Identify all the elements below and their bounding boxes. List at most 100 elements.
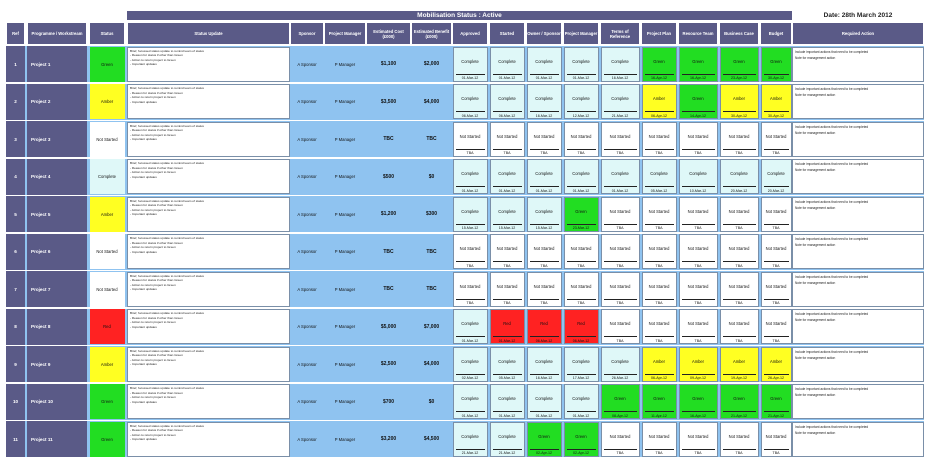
milestone-cell: Complete 06-Mar-12 [489,84,525,120]
required-action-box[interactable]: Include important actions that need to b… [792,121,924,157]
status-update-line: - Action to return project to Green [130,95,176,100]
project-name[interactable]: Project 2 [27,83,87,120]
milestone-date: 01-Mar-12 [535,188,553,193]
milestone-cell: Not Started TBA [760,309,792,345]
required-action-box[interactable]: Include important actions that need to b… [792,159,924,195]
milestone-cell: Complete 06-Mar-12 [452,84,488,120]
status-update-line: Brief, focussed status update to remind … [130,161,204,165]
estimated-cost-cell: $3,200 [380,436,397,443]
status-update-line: - Reason for status if other than Green [130,353,183,358]
sponsor-cell: A Sponsor [297,211,317,217]
required-action-box[interactable]: Include important actions that need to b… [792,346,924,382]
milestone-divider [644,111,674,113]
project-name[interactable]: Project 7 [27,271,87,308]
project-name[interactable]: Project 11 [27,421,87,457]
milestone-date: 20-Mar-12 [767,188,785,193]
milestone-date: 21-Mar-12 [498,451,516,456]
milestone-cell: Amber 30-Apr-12 [719,84,759,120]
milestone-status: Not Started [687,246,709,252]
status-update-box[interactable]: Brief, focussed status update to remind … [127,121,290,157]
milestone-cell: Not Started TBA [678,196,718,232]
status-update-box[interactable]: Brief, focussed status update to remind … [127,84,290,120]
sponsor-cell: A Sponsor [297,399,317,405]
required-action-box[interactable]: Include important actions that need to b… [792,421,924,457]
milestone-date: 01-Mar-12 [535,76,553,81]
milestone-divider [722,148,756,150]
required-action-box[interactable]: Include important actions that need to b… [792,46,924,82]
project-name[interactable]: Project 3 [27,121,87,158]
milestone-cell: Red 01-Mar-12 [489,309,525,345]
status-update-box[interactable]: Brief, focussed status update to remind … [127,384,290,420]
required-action-box[interactable]: Include important actions that need to b… [792,309,924,345]
milestone-divider [644,336,674,338]
row-ref: 3 [6,121,25,158]
milestone-status: Complete [498,433,516,439]
milestone-status: Not Started [570,283,592,289]
milestone-date: 01-Mar-12 [461,76,479,81]
milestone-status: Complete [572,358,590,364]
status-update-box[interactable]: Brief, focussed status update to remind … [127,159,290,195]
estimated-cost-cell: $700 [382,398,395,405]
row-ref: 11 [6,421,25,457]
milestone-cell: Complete 26-Mar-12 [600,346,640,382]
status-update-line: - Action to return project to Green [130,245,176,250]
milestone-status: Not Started [687,133,709,139]
milestone-date: TBA [577,151,585,156]
project-name[interactable]: Project 5 [27,196,87,233]
estimated-benefit-cell: $0 [428,173,435,180]
status-update-box[interactable]: Brief, focussed status update to remind … [127,46,290,82]
column-header-status: Status [89,22,125,45]
milestone-cell: Green 11-Apr-12 [641,384,677,420]
milestone-divider [492,373,522,375]
status-update-line: - Important updates [130,212,157,217]
project-name[interactable]: Project 10 [27,383,87,420]
status-update-box[interactable]: Brief, focussed status update to remind … [127,234,290,270]
status-update-line: Brief, focussed status update to remind … [130,123,204,128]
required-action-box[interactable]: Include important actions that need to b… [792,234,924,270]
milestone-cell: Not Started TBA [452,234,488,270]
estimated-cost-cell: $1,200 [380,211,397,218]
project-name[interactable]: Project 1 [27,46,87,83]
milestone-status: Complete [611,171,629,177]
status-badge: Green [89,46,125,82]
milestone-divider [529,336,559,338]
milestone-cell: Complete 16-Mar-12 [600,46,640,82]
milestone-status: Not Started [609,321,631,327]
project-manager-cell: P Manager [334,211,356,217]
required-action-box[interactable]: Include important actions that need to b… [792,196,924,232]
project-name[interactable]: Project 4 [27,158,87,195]
status-update-line: Brief, focussed status update to remind … [130,423,204,428]
status-update-box[interactable]: Brief, focussed status update to remind … [127,271,290,307]
milestone-date: 16-Mar-12 [611,76,629,81]
project-name[interactable]: Project 9 [27,346,87,383]
milestone-cell: Not Started TBA [452,121,488,157]
milestone-date: TBA [466,263,474,268]
required-action-box[interactable]: Include important actions that need to b… [792,271,924,307]
milestone-cell: Green 02-Apr-12 [526,421,562,457]
status-update-box[interactable]: Brief, focussed status update to remind … [127,196,290,232]
milestone-cell: Not Started TBA [678,421,718,457]
required-action-box[interactable]: Include important actions that need to b… [792,384,924,420]
milestone-cell: Not Started TBA [760,121,792,157]
milestone-date: 23-Apr-12 [731,76,747,81]
status-update-line: - Important updates [130,62,157,67]
status-update-box[interactable]: Brief, focussed status update to remind … [127,309,290,345]
milestone-divider [529,186,559,188]
status-update-box[interactable]: Brief, focussed status update to remind … [127,421,290,457]
milestone-date: TBA [540,151,548,156]
milestone-date: 01-Mar-12 [611,188,629,193]
milestone-divider [603,448,637,450]
milestone-date: TBA [616,301,624,306]
project-name[interactable]: Project 6 [27,233,87,270]
milestone-date: 09-Apr-12 [690,376,706,381]
page-title: Mobilisation Status : Active [127,11,792,20]
milestone-cell: Not Started TBA [641,234,677,270]
required-action-box[interactable]: Include important actions that need to b… [792,84,924,120]
report-date: Date: 28th March 2012 [792,11,924,20]
milestone-status: Complete [535,58,553,64]
project-name[interactable]: Project 8 [27,308,87,345]
milestone-cell: Not Started TBA [526,271,562,307]
status-update-line: - Reason for status if other than Green [130,165,183,170]
milestone-date: TBA [694,338,702,343]
status-update-box[interactable]: Brief, focussed status update to remind … [127,346,290,382]
